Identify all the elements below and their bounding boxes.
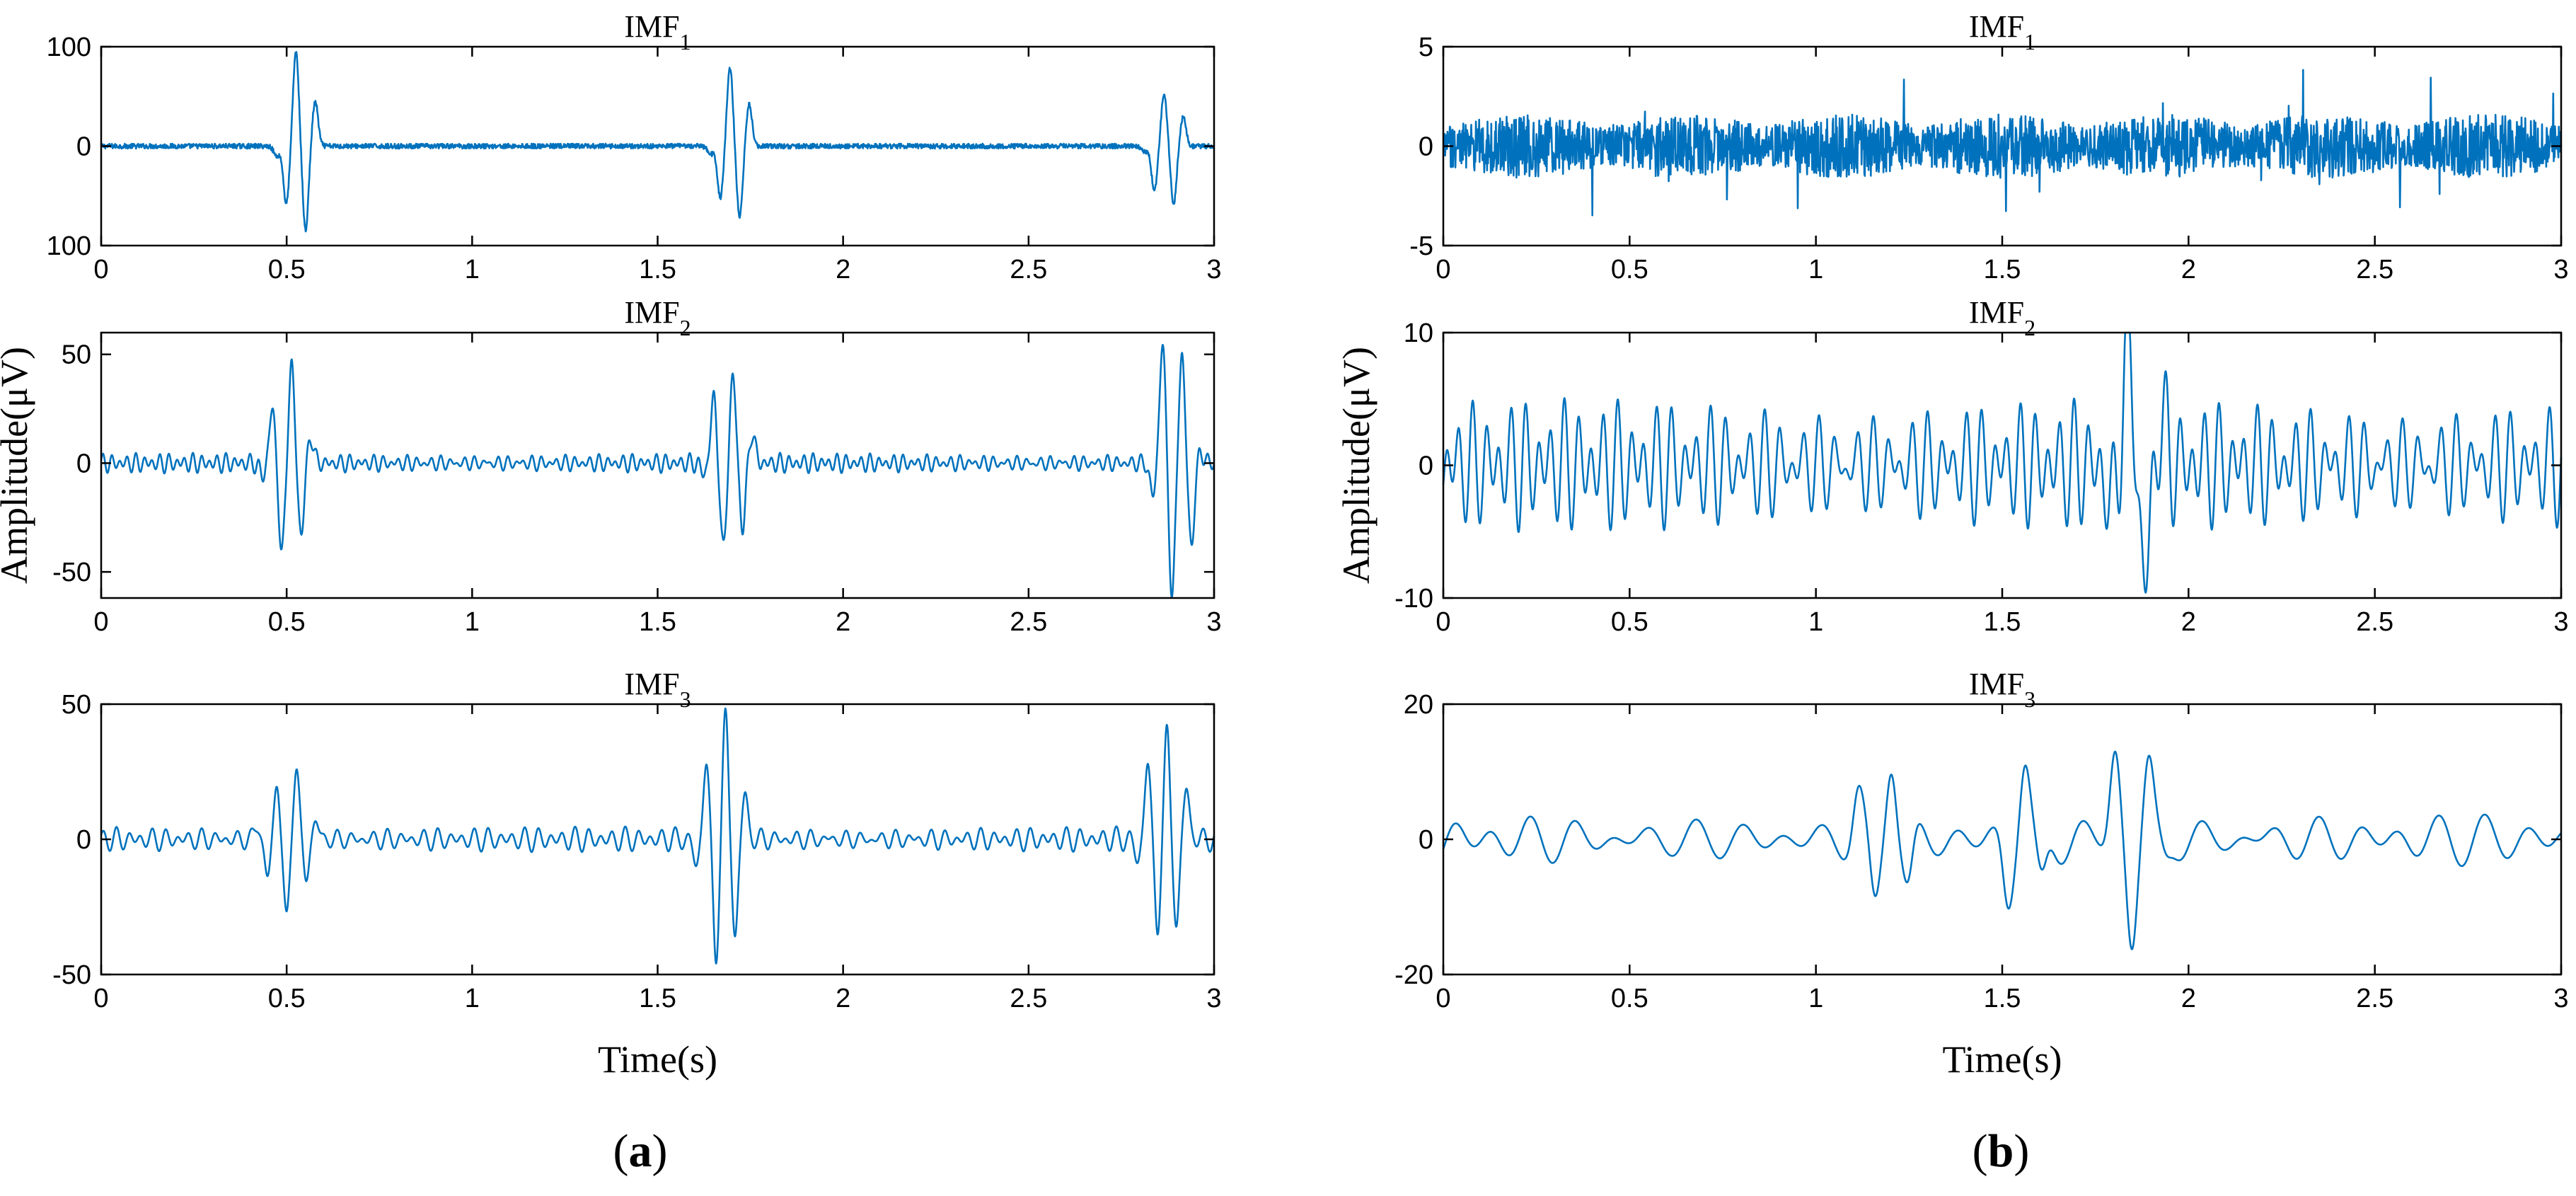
x-tick-label: 1.5 bbox=[639, 984, 676, 1013]
y-tick-label: -5 bbox=[1409, 231, 1433, 261]
x-tick-label: 2 bbox=[2181, 255, 2196, 284]
x-tick-label: 0 bbox=[93, 255, 108, 284]
x-tick-label: 2.5 bbox=[1010, 607, 1047, 637]
x-tick-label: 1 bbox=[465, 255, 480, 284]
x-tick-label: 0.5 bbox=[268, 984, 306, 1013]
x-tick-label: 1.5 bbox=[1984, 984, 2021, 1013]
x-tick-label: 0.5 bbox=[1611, 607, 1648, 637]
subplot-title: IMF2 bbox=[624, 295, 691, 340]
x-tick-label: 2.5 bbox=[2356, 255, 2393, 284]
x-tick-label: 2 bbox=[2181, 984, 2196, 1013]
y-tick-label: 0 bbox=[76, 449, 91, 478]
x-tick-label: 3 bbox=[1206, 607, 1221, 637]
x-tick-label: 2 bbox=[836, 984, 850, 1013]
series-line bbox=[100, 343, 1215, 599]
x-tick-label: 2 bbox=[2181, 607, 2196, 637]
x-tick-label: 2.5 bbox=[1010, 255, 1047, 284]
x-tick-label: 1 bbox=[1808, 607, 1823, 637]
series-line bbox=[100, 707, 1215, 965]
x-tick-label: 2 bbox=[836, 255, 850, 284]
y-tick-label: 0 bbox=[76, 825, 91, 855]
y-tick-label: -10 bbox=[1394, 584, 1433, 614]
x-tick-label: 1 bbox=[465, 607, 480, 637]
y-tick-label: 0 bbox=[1419, 132, 1433, 162]
y-tick-label: 20 bbox=[1404, 690, 1433, 720]
x-axis-label: Time(s) bbox=[598, 1038, 717, 1081]
x-tick-label: 1.5 bbox=[639, 607, 676, 637]
x-tick-label: 0 bbox=[93, 984, 108, 1013]
x-tick-label: 0 bbox=[93, 607, 108, 637]
caption-a: (a) bbox=[613, 1125, 668, 1177]
y-tick-label: 50 bbox=[62, 690, 91, 720]
y-tick-label: 5 bbox=[1419, 33, 1433, 62]
x-tick-label: 0 bbox=[1436, 607, 1450, 637]
x-tick-label: 3 bbox=[2553, 255, 2568, 284]
subplot-title: IMF3 bbox=[1969, 667, 2035, 712]
x-axis-label: Time(s) bbox=[1942, 1038, 2062, 1081]
series-line bbox=[1442, 750, 2562, 950]
y-tick-label: 0 bbox=[1419, 452, 1433, 481]
subplot-title: IMF3 bbox=[624, 667, 691, 712]
y-tick-label: -50 bbox=[52, 558, 91, 587]
y-tick-label: 100 bbox=[47, 231, 91, 261]
y-tick-label: 10 bbox=[1404, 318, 1433, 348]
subplot-title: IMF1 bbox=[624, 9, 691, 54]
series-line bbox=[1442, 69, 2563, 217]
y-tick-label: 0 bbox=[1419, 825, 1433, 855]
x-tick-label: 1 bbox=[1808, 984, 1823, 1013]
x-tick-label: 0 bbox=[1436, 255, 1450, 284]
caption-b: (b) bbox=[1973, 1125, 2030, 1177]
y-axis-label: Amplitude(μV) bbox=[0, 347, 35, 584]
x-tick-label: 0.5 bbox=[1611, 984, 1648, 1013]
x-tick-label: 0 bbox=[1436, 984, 1450, 1013]
x-tick-label: 2.5 bbox=[2356, 607, 2393, 637]
x-tick-label: 3 bbox=[1206, 984, 1221, 1013]
y-tick-label: 100 bbox=[47, 33, 91, 62]
x-tick-label: 3 bbox=[2553, 607, 2568, 637]
x-tick-label: 0.5 bbox=[268, 607, 306, 637]
subplot-title: IMF1 bbox=[1969, 9, 2035, 54]
x-tick-label: 2.5 bbox=[1010, 984, 1047, 1013]
x-tick-label: 1 bbox=[1808, 255, 1823, 284]
y-tick-label: 50 bbox=[62, 340, 91, 370]
x-tick-label: 1.5 bbox=[1984, 255, 2021, 284]
x-tick-label: 3 bbox=[1206, 255, 1221, 284]
x-tick-label: 1.5 bbox=[639, 255, 676, 284]
y-axis-label: Amplitude(μV) bbox=[1335, 347, 1377, 584]
x-tick-label: 1 bbox=[465, 984, 480, 1013]
series-line bbox=[100, 51, 1215, 233]
x-tick-label: 0.5 bbox=[268, 255, 306, 284]
x-tick-label: 0.5 bbox=[1611, 255, 1648, 284]
series-line bbox=[1442, 331, 2563, 594]
x-tick-label: 1.5 bbox=[1984, 607, 2021, 637]
subplot-title: IMF2 bbox=[1969, 295, 2035, 340]
x-tick-label: 2.5 bbox=[2356, 984, 2393, 1013]
x-tick-label: 2 bbox=[836, 607, 850, 637]
y-tick-label: -50 bbox=[52, 960, 91, 990]
x-tick-label: 3 bbox=[2553, 984, 2568, 1013]
y-tick-label: -20 bbox=[1394, 960, 1433, 990]
y-tick-label: 0 bbox=[76, 132, 91, 162]
